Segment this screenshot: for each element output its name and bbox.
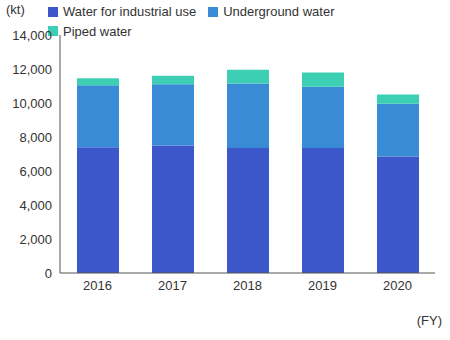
html-text:(FY): (FY) xyxy=(416,313,442,328)
svg-text:6,000: 6,000 xyxy=(19,164,52,179)
html-text:Piped water: Piped water xyxy=(63,23,132,39)
svg-text:0: 0 xyxy=(45,266,52,281)
svg-text:4,000: 4,000 xyxy=(19,198,52,213)
svg-text:10,000: 10,000 xyxy=(12,96,52,111)
svg-text:2020: 2020 xyxy=(383,278,412,293)
html-text:(kt): (kt) xyxy=(6,2,25,17)
svg-text:14,000: 14,000 xyxy=(12,28,52,43)
svg-text:2018: 2018 xyxy=(233,278,262,293)
svg-text:2,000: 2,000 xyxy=(19,232,52,247)
svg-text:2016: 2016 xyxy=(83,278,112,293)
svg-text:12,000: 12,000 xyxy=(12,62,52,77)
svg-text:2019: 2019 xyxy=(308,278,337,293)
svg-text:2017: 2017 xyxy=(158,278,187,293)
html-text:Underground water: Underground water xyxy=(223,4,335,19)
html-text:Water for industrial use: Water for industrial use xyxy=(63,4,197,19)
svg-text:8,000: 8,000 xyxy=(19,130,52,145)
